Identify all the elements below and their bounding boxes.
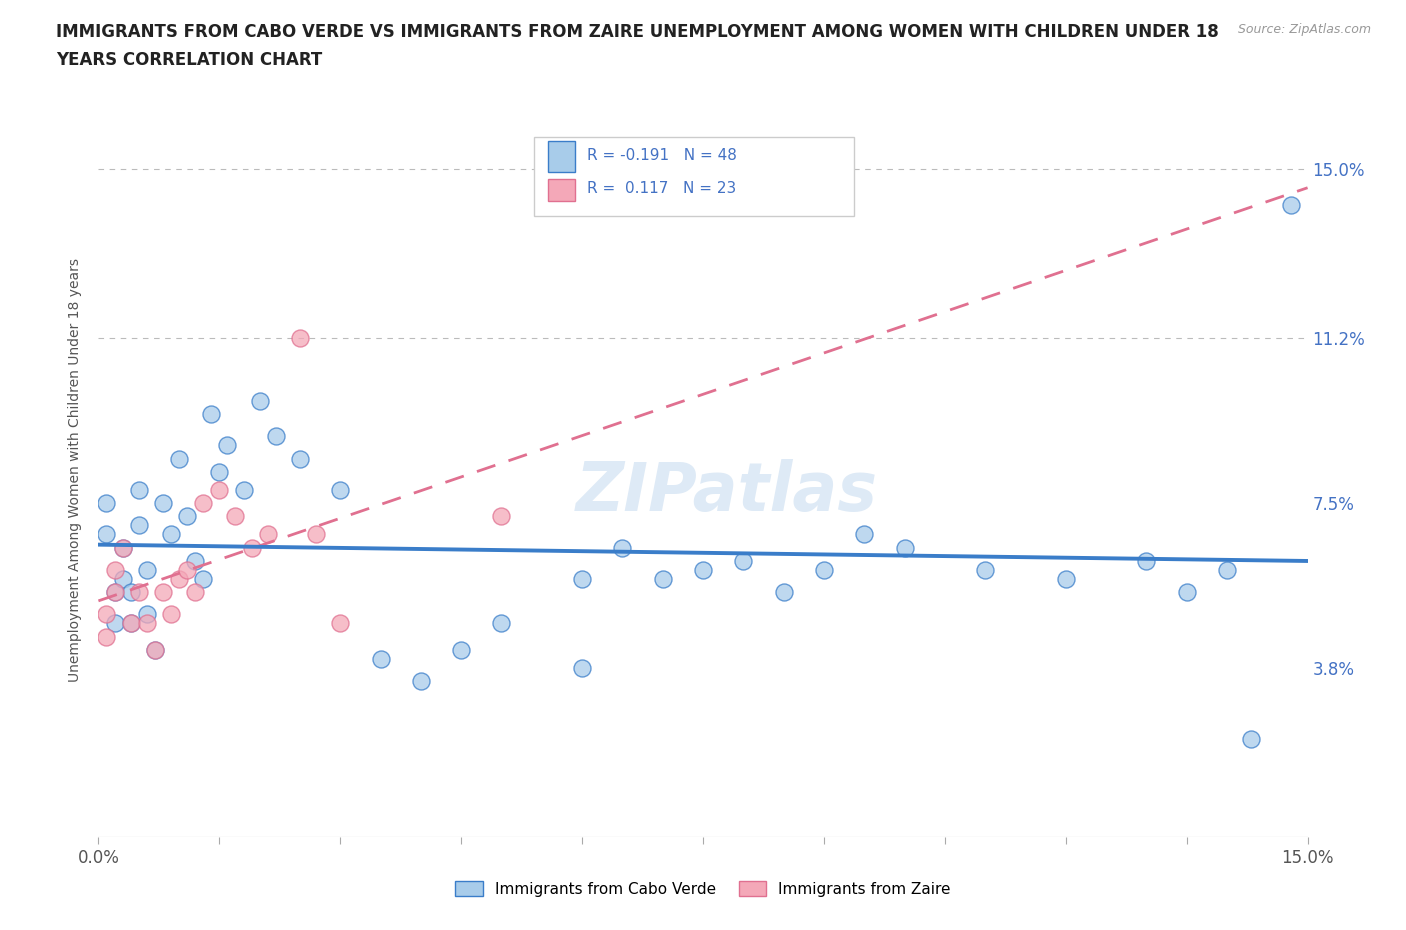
Point xyxy=(232,483,254,498)
Point xyxy=(135,607,157,622)
FancyBboxPatch shape xyxy=(534,137,855,216)
Point xyxy=(612,540,634,555)
Point xyxy=(733,553,755,568)
Point xyxy=(111,571,134,586)
Point xyxy=(571,571,593,586)
Point xyxy=(1054,571,1077,586)
Point xyxy=(491,616,513,631)
Point xyxy=(288,451,311,466)
Point xyxy=(217,438,239,453)
Point xyxy=(264,429,287,444)
Point xyxy=(193,571,215,586)
Point xyxy=(176,563,198,578)
Point xyxy=(329,616,352,631)
Point xyxy=(120,585,142,600)
Text: R = -0.191   N = 48: R = -0.191 N = 48 xyxy=(586,149,737,164)
Point xyxy=(772,585,794,600)
Point xyxy=(893,540,915,555)
Point xyxy=(491,509,513,524)
Point xyxy=(184,585,207,600)
Point xyxy=(167,451,190,466)
Point xyxy=(152,496,174,511)
Point xyxy=(128,585,150,600)
Point xyxy=(651,571,673,586)
Point xyxy=(370,651,392,666)
Point xyxy=(571,660,593,675)
Text: YEARS CORRELATION CHART: YEARS CORRELATION CHART xyxy=(56,51,322,69)
Point xyxy=(167,571,190,586)
Point xyxy=(1216,563,1239,578)
Point xyxy=(1175,585,1198,600)
Point xyxy=(111,540,134,555)
Point xyxy=(249,393,271,408)
Point xyxy=(256,526,278,541)
Point xyxy=(1240,732,1263,747)
Point xyxy=(853,526,876,541)
Point xyxy=(128,518,150,533)
Point xyxy=(208,464,231,479)
Point xyxy=(224,509,246,524)
Point xyxy=(143,643,166,658)
Point xyxy=(329,483,352,498)
Point xyxy=(96,630,118,644)
FancyBboxPatch shape xyxy=(548,141,575,172)
Text: R =  0.117   N = 23: R = 0.117 N = 23 xyxy=(586,180,737,195)
Point xyxy=(409,673,432,688)
Point xyxy=(103,585,125,600)
Point xyxy=(128,483,150,498)
Text: Source: ZipAtlas.com: Source: ZipAtlas.com xyxy=(1237,23,1371,36)
Point xyxy=(103,585,125,600)
Point xyxy=(135,563,157,578)
Point xyxy=(160,607,183,622)
Text: ZIPatlas: ZIPatlas xyxy=(576,458,879,525)
Point xyxy=(120,616,142,631)
Point xyxy=(120,616,142,631)
Point xyxy=(813,563,835,578)
Point xyxy=(111,540,134,555)
Point xyxy=(974,563,997,578)
FancyBboxPatch shape xyxy=(548,179,575,202)
Point xyxy=(1135,553,1157,568)
Point xyxy=(184,553,207,568)
Point xyxy=(692,563,714,578)
Point xyxy=(240,540,263,555)
Point xyxy=(96,496,118,511)
Point xyxy=(143,643,166,658)
Point xyxy=(208,483,231,498)
Point xyxy=(305,526,328,541)
Point xyxy=(193,496,215,511)
Point xyxy=(176,509,198,524)
Point xyxy=(288,331,311,346)
Point xyxy=(103,563,125,578)
Point xyxy=(135,616,157,631)
Point xyxy=(96,607,118,622)
Point xyxy=(160,526,183,541)
Point xyxy=(103,616,125,631)
Y-axis label: Unemployment Among Women with Children Under 18 years: Unemployment Among Women with Children U… xyxy=(69,258,83,682)
Legend: Immigrants from Cabo Verde, Immigrants from Zaire: Immigrants from Cabo Verde, Immigrants f… xyxy=(449,874,957,903)
Point xyxy=(152,585,174,600)
Point xyxy=(450,643,472,658)
Point xyxy=(96,526,118,541)
Point xyxy=(200,406,222,421)
Text: IMMIGRANTS FROM CABO VERDE VS IMMIGRANTS FROM ZAIRE UNEMPLOYMENT AMONG WOMEN WIT: IMMIGRANTS FROM CABO VERDE VS IMMIGRANTS… xyxy=(56,23,1219,41)
Point xyxy=(1281,197,1303,212)
